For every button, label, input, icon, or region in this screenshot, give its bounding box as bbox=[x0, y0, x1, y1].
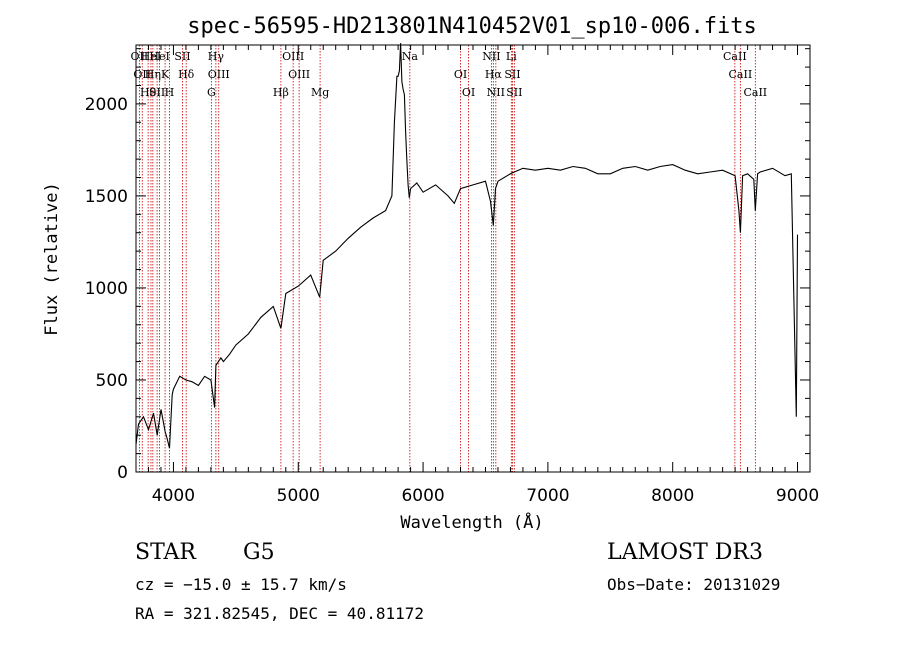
y-tick-label: 1500 bbox=[85, 187, 128, 207]
object-subclass: G5 bbox=[243, 540, 275, 565]
x-tick-label: 8000 bbox=[651, 486, 694, 506]
y-tick-label: 1000 bbox=[85, 279, 128, 299]
spectral-line-labels: OIIOIIHθHeIHηSIIHeIKHSIIHδGHγOIIIHβOIIIO… bbox=[131, 50, 768, 99]
y-tick-label: 0 bbox=[117, 463, 128, 483]
x-tick-label: 4000 bbox=[152, 486, 195, 506]
spectral-line-label: Hγ bbox=[208, 50, 225, 63]
spectral-line-label: OIII bbox=[282, 50, 304, 63]
spectral-line-label: OI bbox=[454, 68, 467, 81]
x-axis-ticks: 4000 5000 6000 7000 8000 9000 bbox=[135, 45, 819, 506]
spectral-line-label: SII bbox=[174, 50, 190, 63]
x-axis-label: Wavelength (Å) bbox=[400, 511, 543, 533]
spectral-line-label: HeI bbox=[141, 50, 161, 63]
spectral-line-label: CaII bbox=[729, 68, 753, 81]
y-axis-ticks: 0 500 1000 1500 2000 bbox=[85, 48, 810, 483]
object-class: STAR bbox=[135, 540, 196, 565]
spectral-line-label: NII bbox=[487, 86, 505, 99]
spectral-line-label: SII bbox=[504, 68, 520, 81]
spectral-line-label: Hδ bbox=[178, 68, 195, 81]
spectral-line-label: Li bbox=[506, 50, 517, 63]
coordinates: RA = 321.82545, DEC = 40.81172 bbox=[135, 604, 424, 623]
spectral-line-label: Mg bbox=[311, 86, 329, 99]
spectral-line-label: HeI bbox=[149, 50, 169, 63]
spectral-line-label: Hβ bbox=[273, 86, 289, 99]
spectral-line-label: CaII bbox=[723, 50, 747, 63]
spectral-line-label: SII bbox=[149, 86, 165, 99]
spectral-line-label: OI bbox=[462, 86, 475, 99]
spectral-line-label: Na bbox=[402, 50, 419, 63]
y-axis-label: Flux (relative) bbox=[42, 182, 62, 336]
spectral-line-label: K bbox=[161, 68, 170, 81]
spectral-line-label: OII bbox=[131, 50, 149, 63]
spectral-line-label: G bbox=[207, 86, 216, 99]
x-tick-label: 9000 bbox=[776, 486, 819, 506]
spectral-line-label: H bbox=[165, 86, 175, 99]
spectral-line-markers bbox=[138, 45, 756, 472]
y-tick-label: 500 bbox=[96, 371, 128, 391]
y-tick-label: 2000 bbox=[85, 95, 128, 115]
observation-date: Obs−Date: 20131029 bbox=[607, 575, 781, 594]
chart-title: spec-56595-HD213801N410452V01_sp10-006.f… bbox=[187, 14, 757, 39]
spectral-line-label: OII bbox=[133, 68, 151, 81]
plot-frame bbox=[135, 44, 811, 473]
spectral-line-label: CaII bbox=[743, 86, 767, 99]
x-tick-label: 7000 bbox=[526, 486, 569, 506]
spectrum-line bbox=[135, 43, 799, 449]
spectral-line-label: NII bbox=[482, 50, 500, 63]
spectral-line-label: Hθ bbox=[140, 86, 157, 99]
survey-name: LAMOST DR3 bbox=[607, 540, 763, 565]
x-tick-label: 5000 bbox=[277, 486, 320, 506]
spectral-line-label: OIII bbox=[288, 68, 310, 81]
spectral-line-label: OIII bbox=[208, 68, 230, 81]
spectral-line-label: Hα bbox=[485, 68, 503, 81]
spectral-line-label: SII bbox=[506, 86, 522, 99]
x-tick-label: 6000 bbox=[401, 486, 444, 506]
spectrum-chart: spec-56595-HD213801N410452V01_sp10-006.f… bbox=[42, 14, 819, 533]
spectral-line-label: Hη bbox=[145, 68, 161, 81]
redshift-value: cz = −15.0 ± 15.7 km/s bbox=[135, 575, 347, 594]
